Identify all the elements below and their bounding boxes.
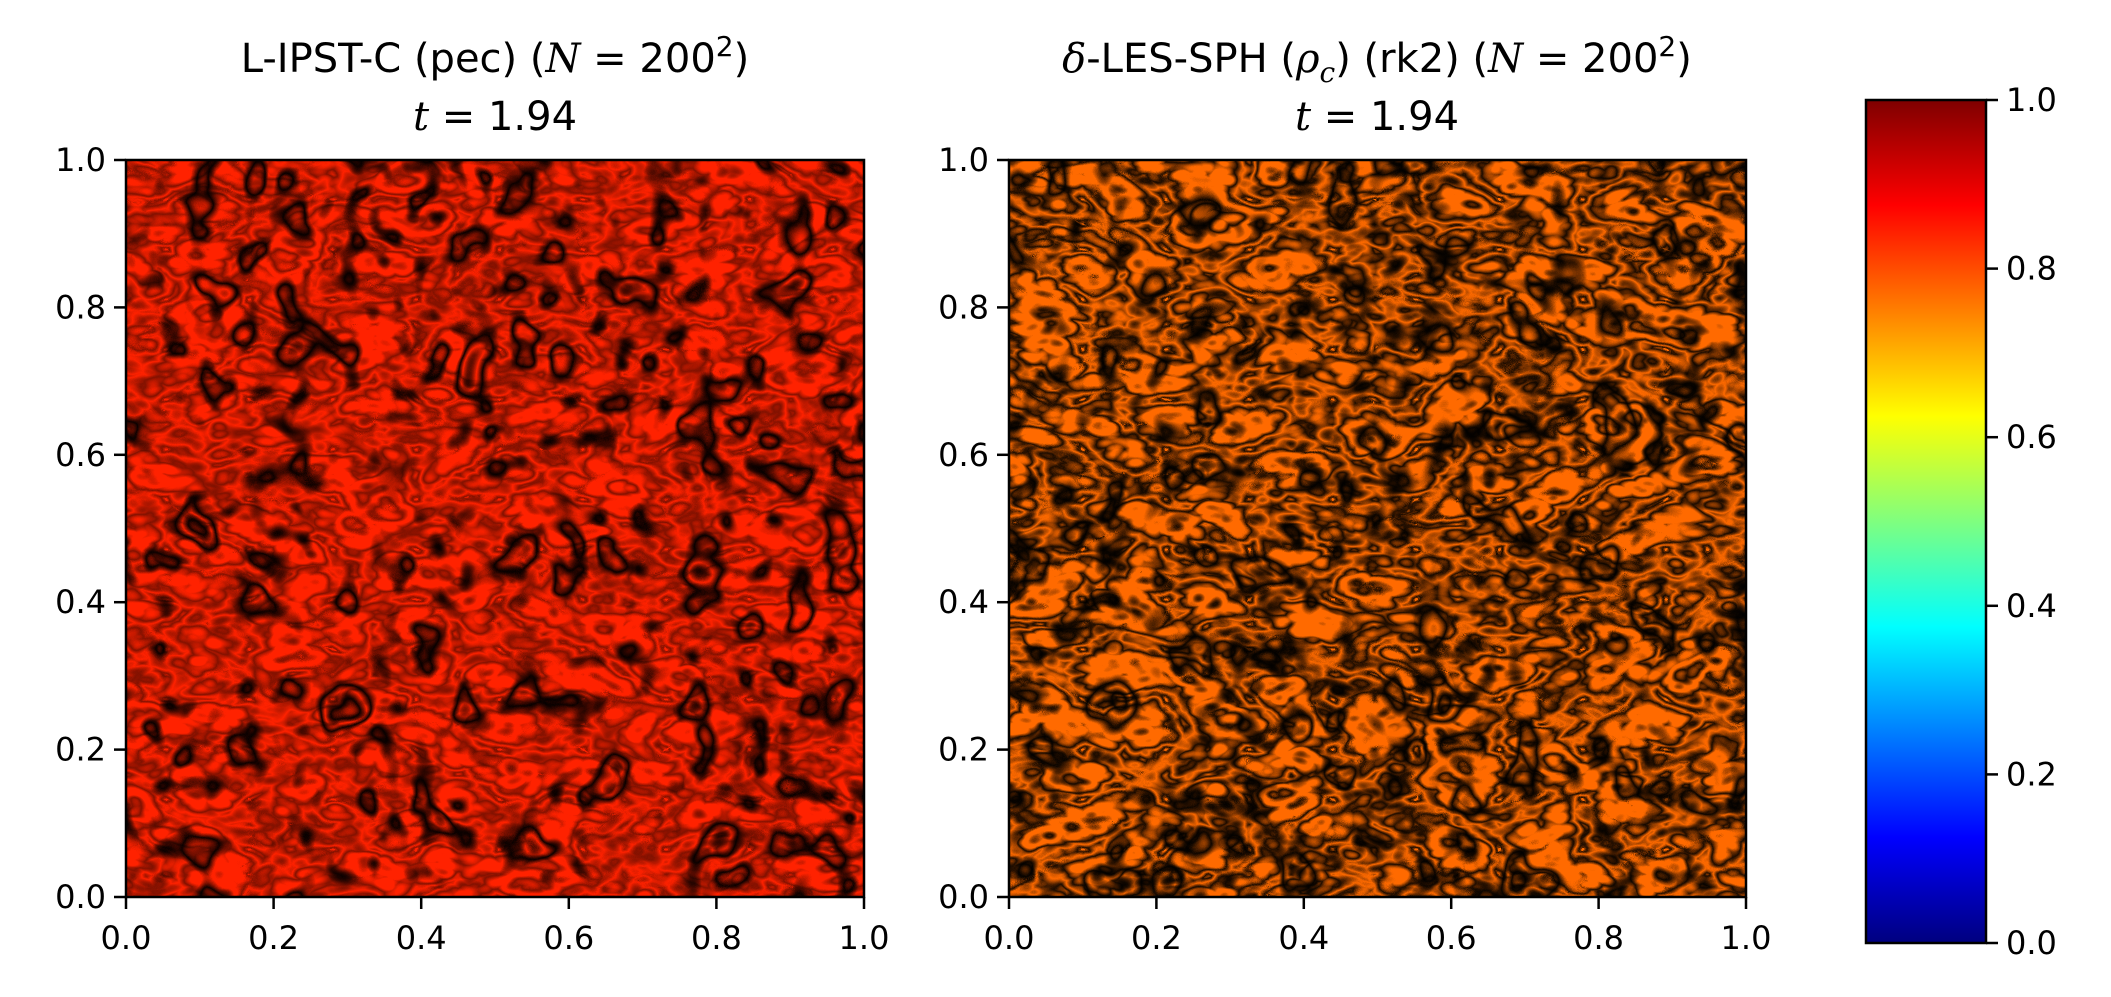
panel-left-title-text: L-IPST-C (pec) ( bbox=[241, 36, 546, 82]
panel-left-ytick-label: 0.0 bbox=[55, 878, 106, 916]
panel-left-title-t: t bbox=[413, 94, 430, 140]
panel-left-title-close: ) bbox=[734, 36, 750, 82]
panel-left-xtick-label: 0.2 bbox=[248, 919, 299, 957]
colorbar-tick-label: 1.0 bbox=[2006, 81, 2057, 119]
panel-right-ytick-label: 0.0 bbox=[938, 878, 989, 916]
heatmap-panel-right: δ-LES-SPH (ρc) (rk2) (N = 2002) t = 1.94… bbox=[938, 30, 1771, 957]
panel-left-xtick-label: 0.0 bbox=[101, 919, 152, 957]
panel-right-title-sup: 2 bbox=[1658, 30, 1676, 63]
panel-left-xtick-label: 1.0 bbox=[839, 919, 890, 957]
colorbar-gradient bbox=[1866, 100, 1986, 943]
panel-right-title-var2: N bbox=[1487, 36, 1525, 82]
panel-left-title-t-eq: = 1.94 bbox=[429, 94, 577, 140]
panel-right-ytick-label: 1.0 bbox=[938, 141, 989, 179]
colorbar-tick-label: 0.0 bbox=[2006, 924, 2057, 962]
panel-right-ytick-label: 0.6 bbox=[938, 436, 989, 474]
panel-right-title-delta: δ bbox=[1062, 36, 1086, 82]
colorbar-tick-label: 0.2 bbox=[2006, 755, 2057, 793]
panel-right-xtick-label: 0.0 bbox=[984, 919, 1035, 957]
panel-left-ytick-label: 0.6 bbox=[55, 436, 106, 474]
panel-left-xtick-label: 0.4 bbox=[396, 919, 447, 957]
panel-left-field bbox=[126, 160, 864, 897]
panel-right-title-text: -LES-SPH ( bbox=[1086, 36, 1296, 82]
panel-right-title-mid: ) (rk2) ( bbox=[1335, 36, 1488, 82]
panel-left-frame bbox=[124, 158, 866, 899]
panel-right-xtick-label: 0.4 bbox=[1278, 919, 1329, 957]
panel-right-title-sub: c bbox=[1320, 56, 1336, 89]
panel-left-title-line1: L-IPST-C (pec) (N = 2002) bbox=[241, 30, 749, 82]
panel-right-xtick-label: 0.6 bbox=[1426, 919, 1477, 957]
panel-right-title-close: ) bbox=[1676, 36, 1692, 82]
panel-right-frame bbox=[1007, 158, 1748, 899]
panel-left-ytick-label: 0.4 bbox=[55, 583, 106, 621]
colorbar-frame bbox=[1864, 98, 1988, 945]
panel-right-title-line2: t = 1.94 bbox=[1295, 94, 1459, 140]
panel-right-field bbox=[1009, 160, 1746, 897]
panel-right-xtick-label: 1.0 bbox=[1721, 919, 1772, 957]
panel-left-xtick-label: 0.8 bbox=[691, 919, 742, 957]
panel-left-title-line2: t = 1.94 bbox=[413, 94, 577, 140]
panel-left-title-var: N bbox=[544, 36, 582, 82]
panel-left-ytick-label: 0.2 bbox=[55, 731, 106, 769]
colorbar-ticks: 0.0 0.2 0.4 0.6 0.8 1.0 bbox=[1986, 81, 2057, 962]
heatmap-panel-left: L-IPST-C (pec) (N = 2002) t = 1.94 0.0 0.… bbox=[55, 30, 889, 957]
colorbar-tick-label: 0.4 bbox=[2006, 587, 2057, 625]
colorbar-tick-label: 0.6 bbox=[2006, 418, 2057, 456]
panel-right-title-rho: ρ bbox=[1295, 36, 1320, 82]
panel-left-ytick-label: 0.8 bbox=[55, 288, 106, 326]
panel-left-title-eq: = 200 bbox=[580, 36, 715, 82]
panel-right-title-eq: = 200 bbox=[1523, 36, 1658, 82]
panel-right-xtick-label: 0.8 bbox=[1573, 919, 1624, 957]
panel-left-ytick-label: 1.0 bbox=[55, 141, 106, 179]
panel-left-title-sup: 2 bbox=[716, 30, 734, 63]
panel-right-xtick-label: 0.2 bbox=[1131, 919, 1182, 957]
panel-left-field-cyan bbox=[126, 160, 864, 897]
panel-right-ticks: 0.0 0.2 0.4 0.6 0.8 1.0 0.0 0.2 0.4 0.6 0.8 1.0 bbox=[938, 141, 1771, 957]
panel-right-ytick-label: 0.2 bbox=[938, 731, 989, 769]
panel-right-title-line1: δ-LES-SPH (ρc) (rk2) (N = 2002) bbox=[1062, 30, 1692, 89]
panel-right-ytick-label: 0.4 bbox=[938, 583, 989, 621]
panel-right-title-t: t bbox=[1295, 94, 1312, 140]
colorbar-tick-label: 0.8 bbox=[2006, 250, 2057, 288]
colorbar: 0.0 0.2 0.4 0.6 0.8 1.0 bbox=[1864, 81, 2057, 962]
panel-right-title-t-eq: = 1.94 bbox=[1311, 94, 1459, 140]
panel-right-ytick-label: 0.8 bbox=[938, 288, 989, 326]
panel-left-xtick-label: 0.6 bbox=[543, 919, 594, 957]
panel-left-ticks: 0.0 0.2 0.4 0.6 0.8 1.0 0.0 0.2 0.4 0.6 0.8 1.0 bbox=[55, 141, 889, 957]
panel-right-field-dark bbox=[1009, 160, 1746, 897]
